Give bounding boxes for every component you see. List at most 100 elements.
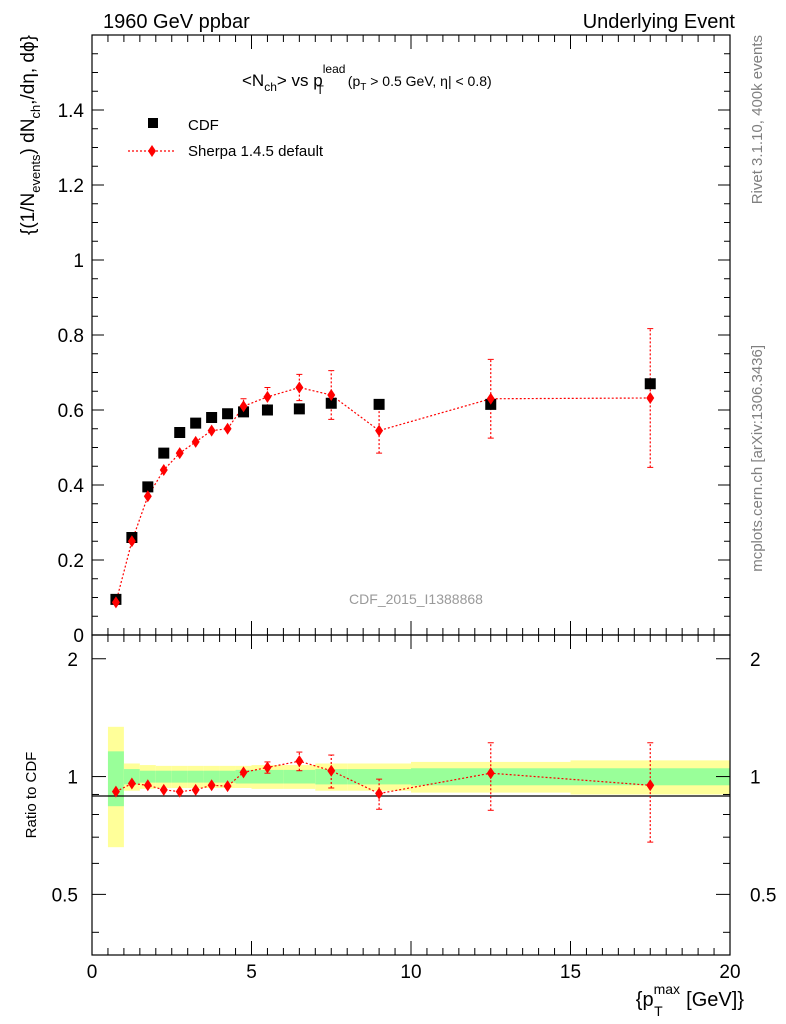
ratio-point: [127, 777, 136, 790]
main-x-ticks: [91, 35, 731, 635]
ratio-point: [263, 761, 272, 774]
uncertainty-band-inner: [107, 751, 124, 807]
sherpa-point: [223, 422, 232, 435]
cdf-point: [222, 408, 234, 420]
ratio-bands: [107, 726, 730, 848]
main-title: <Nch> vs plead T(pT > 0.5 GeV, η| < 0.8): [242, 62, 492, 97]
ratio-panel: 0.5 0.5 1 1 2 2 0 5 10 15 20 Ratio to CDF {pmax T …: [23, 634, 777, 1019]
legend: CDF Sherpa 1.4.5 default: [128, 117, 324, 160]
sherpa-point: [239, 400, 248, 413]
sherpa-point: [263, 390, 272, 403]
cdf-point: [373, 398, 385, 410]
ratio-point: [327, 764, 336, 777]
cdf-point: [174, 427, 186, 438]
y-tick-label: 0.2: [58, 551, 84, 572]
sherpa-point: [375, 424, 384, 437]
sherpa-point: [175, 447, 184, 460]
uncertainty-band-inner: [155, 770, 172, 783]
x-tick-label: 20: [719, 962, 740, 983]
main-data: [110, 328, 656, 609]
analysis-watermark: CDF_2015_I1388868: [349, 591, 483, 607]
ratio-y-tick-label-right: 2: [750, 650, 761, 671]
ratio-point: [111, 785, 120, 798]
uncertainty-band-inner: [315, 769, 348, 785]
legend-label-sherpa: Sherpa 1.4.5 default: [188, 143, 324, 160]
sherpa-point: [646, 392, 655, 404]
uncertainty-band-inner: [203, 770, 220, 783]
process-label: Underlying Event: [583, 11, 736, 33]
ratio-y-axis-label: Ratio to CDF: [23, 752, 40, 839]
y-tick-label: 0: [73, 626, 84, 647]
y-tick-label: 1.2: [58, 176, 84, 197]
rivet-version-label: Rivet 3.1.10, 400k events: [749, 35, 766, 204]
ratio-y-tick-label-left: 2: [67, 650, 78, 671]
ratio-point: [143, 779, 152, 792]
sherpa-point: [191, 435, 200, 448]
uncertainty-band-inner: [283, 769, 316, 784]
x-tick-label: 0: [87, 962, 98, 983]
ratio-point: [486, 767, 495, 780]
y-tick-label: 1: [73, 251, 84, 272]
ratio-y-tick-label-right: 1: [750, 768, 761, 789]
ratio-point: [295, 755, 304, 768]
x-axis-label: {pmax T [GeV]}: [636, 981, 745, 1019]
main-y-axis-label: {(1/Nevents) dNch,/dη, dϕ}: [18, 35, 43, 235]
cdf-point: [325, 397, 337, 409]
ratio-y-tick-label-left: 0.5: [52, 885, 78, 906]
y-tick-label: 0.6: [58, 401, 84, 422]
sherpa-point: [111, 596, 120, 609]
y-tick-label: 0.4: [58, 476, 85, 497]
x-tick-label: 5: [246, 962, 257, 983]
ratio-y-tick-label-left: 1: [67, 768, 78, 789]
x-tick-label: 15: [560, 962, 581, 983]
ratio-x-tick-labels: 0 5 10 15 20: [87, 962, 741, 983]
ratio-point: [223, 780, 232, 793]
mcplots-label: mcplots.cern.ch [arXiv:1306.3436]: [749, 345, 766, 572]
sherpa-point: [295, 381, 304, 394]
cdf-point: [644, 378, 656, 390]
sherpa-point: [207, 424, 216, 437]
ratio-point: [239, 766, 248, 779]
sherpa-point: [127, 535, 136, 548]
ratio-x-ticks: [91, 635, 731, 955]
y-tick-label: 1.4: [58, 101, 85, 122]
y-tick-label: 0.8: [58, 326, 84, 347]
ratio-sherpa-line: [115, 760, 651, 795]
cdf-point: [261, 404, 273, 416]
ratio-y-tick-labels: 0.5 0.5 1 1 2 2: [52, 650, 777, 907]
ratio-point: [159, 783, 168, 796]
x-tick-label: 10: [400, 962, 421, 983]
legend-marker-cdf: [148, 118, 158, 128]
ratio-point: [207, 779, 216, 792]
ratio-point: [175, 785, 184, 798]
ratio-point: [646, 779, 655, 792]
uncertainty-band-inner: [347, 769, 411, 785]
main-y-tick-labels: 0 0.2 0.4 0.6 0.8 1 1.2 1.4: [58, 101, 85, 647]
sherpa-point: [486, 392, 495, 405]
ratio-data: [111, 742, 655, 843]
uncertainty-band-inner: [251, 769, 284, 784]
uncertainty-band-inner: [187, 770, 204, 783]
cdf-point: [190, 417, 202, 429]
legend-marker-sherpa: [148, 145, 156, 157]
sherpa-point: [143, 490, 152, 503]
cdf-point: [206, 412, 218, 423]
main-y-ticks: [92, 34, 730, 636]
cdf-point: [293, 403, 305, 415]
cdf-point: [142, 481, 154, 493]
uncertainty-band-inner: [219, 770, 236, 783]
uncertainty-band-inner: [123, 769, 140, 785]
main-panel: 0 0.2 0.4 0.6 0.8 1 1.2 1.4 <Nch> vs plead T(pT …: [18, 34, 731, 647]
ratio-point: [191, 783, 200, 796]
ratio-y-tick-label-right: 0.5: [750, 885, 776, 906]
ratio-point: [375, 787, 384, 800]
ratio-panel-frame: [91, 634, 731, 956]
legend-label-cdf: CDF: [188, 117, 219, 134]
uncertainty-band-inner: [171, 770, 188, 783]
sherpa-point: [327, 389, 336, 401]
sherpa-point: [159, 464, 168, 476]
cdf-point: [158, 447, 170, 459]
uncertainty-band-inner: [139, 770, 156, 783]
energy-label: 1960 GeV ppbar: [103, 11, 250, 33]
